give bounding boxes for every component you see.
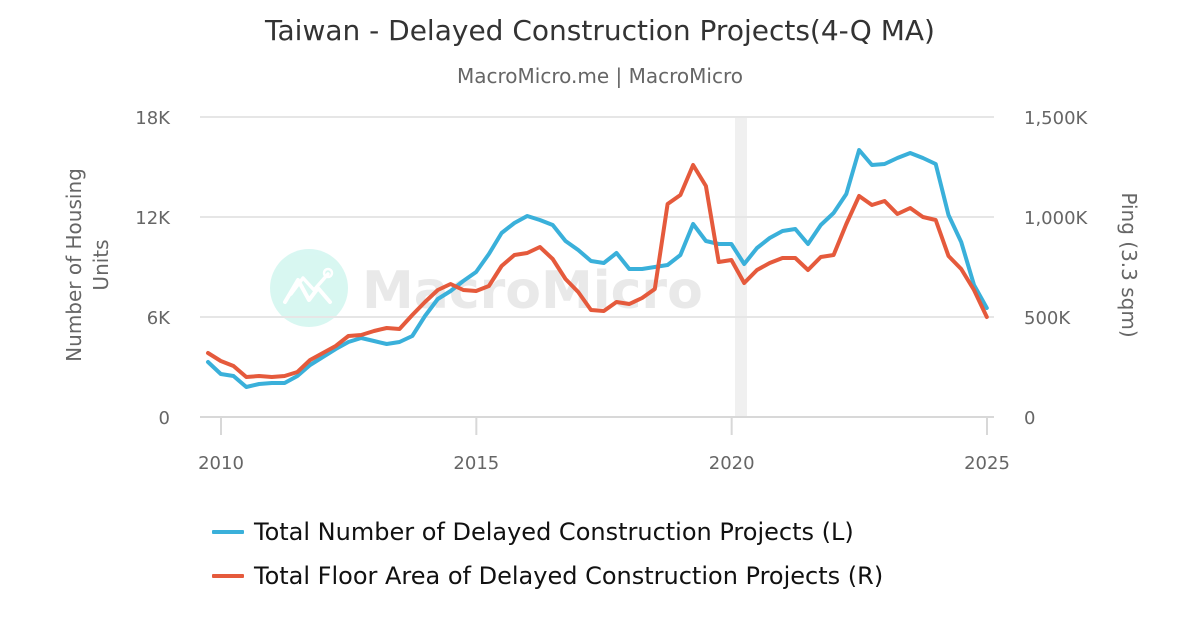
y-axis-right-title: Ping (3.3 sqm) — [1117, 192, 1141, 337]
y-axis-left-title-line1: Number of Housing — [62, 168, 86, 362]
logo-chart-icon — [283, 278, 332, 304]
y-right-tick-label: 0 — [1024, 408, 1035, 429]
y-left-tick-label: 6K — [147, 308, 171, 329]
legend-label: Total Number of Delayed Construction Pro… — [254, 518, 854, 546]
legend: Total Number of Delayed Construction Pro… — [212, 510, 883, 598]
y-right-tick-label: 1,500K — [1024, 108, 1089, 129]
x-axis: 2010 2015 2020 2025 — [198, 417, 1010, 474]
legend-item-right-series[interactable]: Total Floor Area of Delayed Construction… — [212, 554, 883, 598]
y-right-tick-label: 500K — [1024, 308, 1071, 329]
y-axis-left: 0 6K 12K 18K — [135, 108, 171, 429]
shaded-period-band — [735, 117, 747, 417]
legend-label: Total Floor Area of Delayed Construction… — [254, 562, 884, 590]
x-tick-label: 2025 — [964, 453, 1010, 474]
y-axis-right: 0 500K 1,000K 1,500K — [1024, 108, 1089, 429]
x-tick-label: 2010 — [198, 453, 244, 474]
legend-item-left-series[interactable]: Total Number of Delayed Construction Pro… — [212, 510, 883, 554]
legend-swatch-red-icon — [212, 574, 244, 578]
logo-dot-icon — [322, 267, 334, 279]
y-left-tick-label: 0 — [159, 408, 170, 429]
x-tick-label: 2015 — [453, 453, 499, 474]
series-line-left[interactable] — [206, 148, 989, 389]
y-axis-left-title-line2: Units — [89, 239, 113, 290]
gridlines — [200, 116, 994, 418]
chart-title: Taiwan - Delayed Construction Projects(4… — [265, 14, 935, 47]
logo-circle-icon — [270, 249, 348, 327]
legend-swatch-blue-icon — [212, 530, 244, 534]
series-line-right[interactable] — [206, 163, 989, 379]
y-left-tick-label: 18K — [135, 108, 171, 129]
y-right-tick-label: 1,000K — [1024, 208, 1089, 229]
chart-subtitle: MacroMicro.me | MacroMicro — [457, 64, 743, 88]
y-left-tick-label: 12K — [135, 208, 171, 229]
x-tick-label: 2020 — [709, 453, 755, 474]
logo-chart-line-icon — [289, 272, 330, 296]
